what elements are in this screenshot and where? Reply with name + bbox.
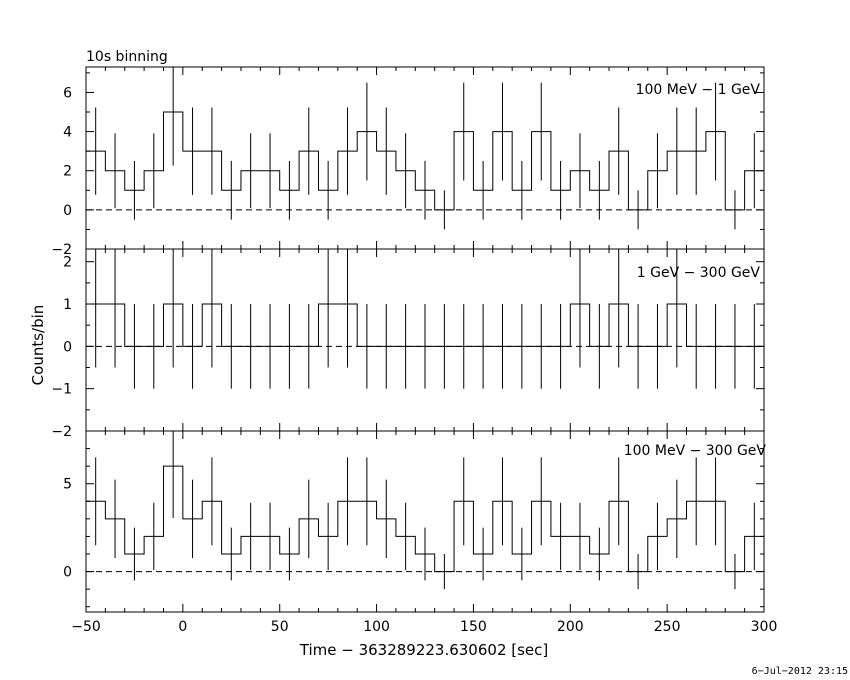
data-series — [86, 249, 764, 389]
y-tick-label: 4 — [63, 125, 72, 141]
y-tick-label: 0 — [63, 203, 72, 219]
panel-bottom: 100 MeV − 300 GeV 0 5 −50 0 50 100 150 200 250 30… — [63, 430, 778, 635]
x-tick-label: 250 — [654, 619, 681, 635]
footer-timestamp: 6−Jul−2012 23:15 — [752, 666, 848, 677]
data-series — [86, 431, 764, 590]
x-axis-title: Time − 363289223.630602 [sec] — [299, 641, 549, 659]
y-tick-label: 2 — [63, 164, 72, 180]
data-series — [86, 67, 764, 230]
y-tick-label: −2 — [51, 242, 72, 258]
x-tick-label: 100 — [363, 619, 390, 635]
y-axis-title: Counts/bin — [29, 305, 47, 386]
x-tick-label: 150 — [460, 619, 487, 635]
panel-top-energy-label: 100 MeV − 1 GeV — [636, 82, 761, 98]
light-curve-step — [86, 111, 764, 211]
y-tick-label: 0 — [63, 565, 72, 581]
top-caption: 10s binning — [86, 49, 168, 65]
y-tick-label: 0 — [63, 339, 72, 355]
panel-frame — [85, 430, 765, 613]
y-tick-label: −2 — [51, 424, 72, 440]
x-tick-label: 200 — [557, 619, 584, 635]
panel-bottom-energy-label: 100 MeV − 300 GeV — [624, 443, 767, 459]
x-tick-label: 50 — [271, 619, 289, 635]
y-tick-label: 6 — [63, 85, 72, 101]
panel-middle: 1 GeV − 300 GeV −2 −1 0 1 2 — [51, 248, 765, 440]
x-tick-label: 0 — [178, 619, 187, 635]
panel-middle-energy-label: 1 GeV − 300 GeV — [637, 265, 761, 281]
y-tick-label: −1 — [51, 382, 72, 398]
panel-top: 100 MeV − 1 GeV −2 0 2 4 6 — [51, 66, 765, 258]
y-tick-label: 2 — [63, 255, 72, 271]
light-curve-step — [86, 303, 764, 347]
y-tick-label: 5 — [63, 477, 72, 493]
y-tick-label: 1 — [63, 297, 72, 313]
x-tick-label: −50 — [71, 619, 101, 635]
x-tick-label: 300 — [751, 619, 778, 635]
